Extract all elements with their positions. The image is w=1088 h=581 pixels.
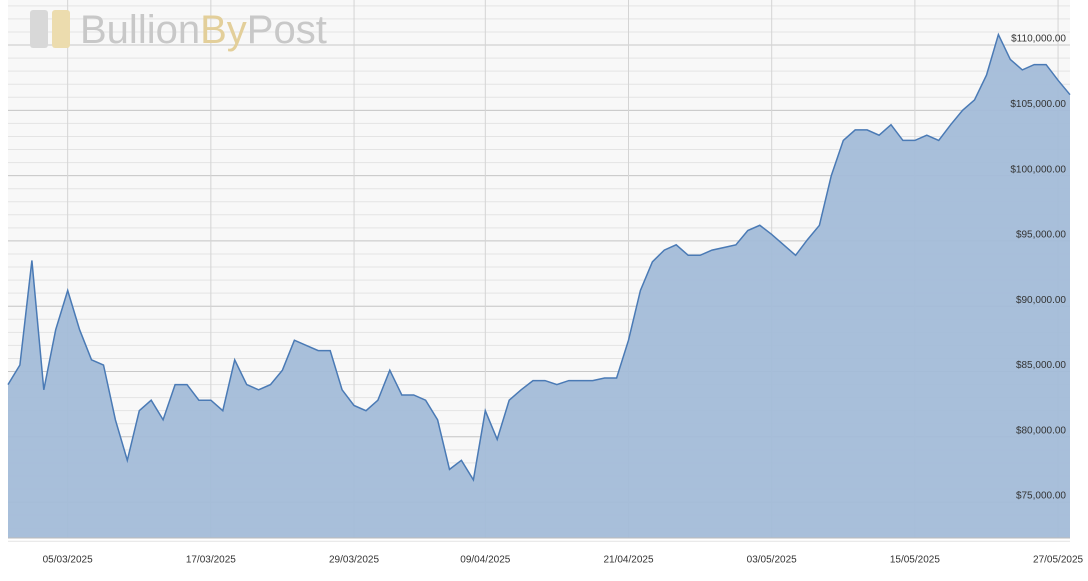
y-tick-label: $85,000.00 [1016,360,1066,371]
x-tick-label: 15/05/2025 [890,555,940,566]
brand: BullionByPost [80,8,327,52]
x-tick-label: 03/05/2025 [747,555,797,566]
watermark: BullionByPost [30,8,327,52]
logo-bar [52,10,70,48]
y-tick-label: $75,000.00 [1016,491,1066,502]
labels: $75,000.00 $80,000.00 $85,000.00 $90,000.00… [43,34,1084,566]
area [8,34,1070,538]
y-tick-label: $95,000.00 [1016,230,1066,241]
x-tick-label: 27/05/2025 [1033,555,1083,566]
y-tick-label: $80,000.00 [1016,425,1066,436]
brand-part: Post [247,8,327,52]
line [7,32,1071,482]
series [7,32,1071,538]
x-tick-label: 17/03/2025 [186,555,236,566]
brand-part: Bullion [80,8,200,52]
x-tick-label: 21/04/2025 [603,555,653,566]
y-tick-label: $110,000.00 [1011,34,1066,45]
logo-bar [30,10,48,48]
x-tick-label: 29/03/2025 [329,555,379,566]
y-tick-label: $105,000.00 [1010,99,1066,110]
x-tick-label: 09/04/2025 [460,555,510,566]
x-tick-label: 05/03/2025 [43,555,93,566]
y-tick-label: $100,000.00 [1010,164,1066,175]
y-tick-label: $90,000.00 [1016,295,1066,306]
brand-part: By [200,8,247,52]
